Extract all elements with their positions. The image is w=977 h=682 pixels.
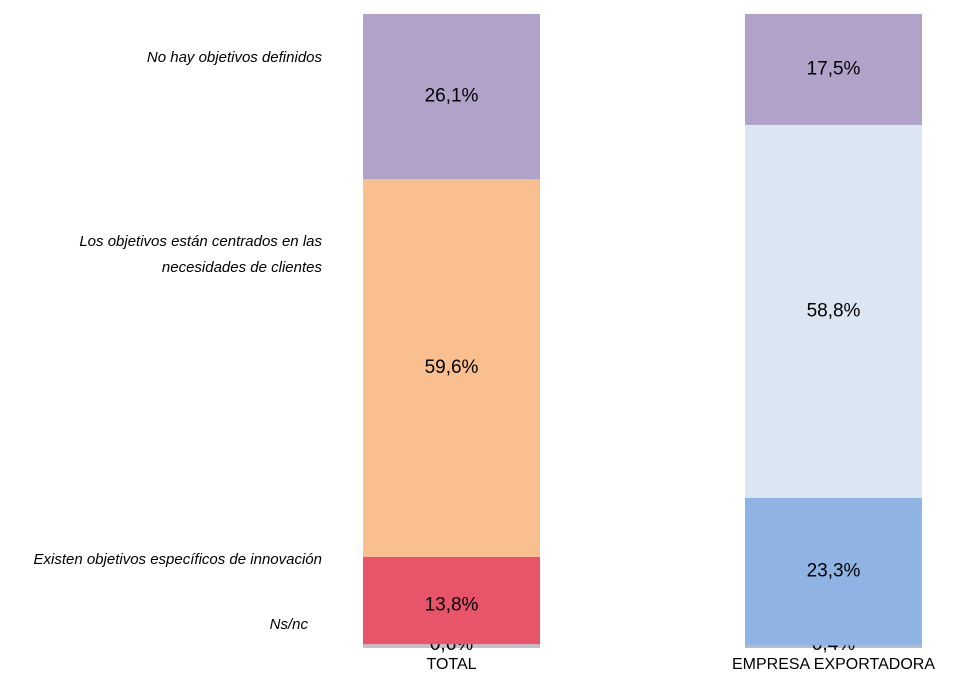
value-label: 13,8% (425, 595, 479, 616)
value-label: 17,5% (807, 58, 861, 79)
series-label: Los objetivos están centrados en las nec… (79, 233, 322, 276)
category-label: EMPRESA EXPORTADORA (732, 656, 935, 673)
bar-segment (745, 124, 922, 498)
bar-segment (363, 179, 540, 557)
category-label: TOTAL (426, 656, 476, 673)
series-label: Existen objetivos específicos de innovac… (33, 551, 322, 568)
bar-segment (363, 556, 540, 645)
series-label: Ns/nc (269, 616, 308, 633)
value-label: 23,3% (807, 561, 861, 582)
value-label: 26,1% (425, 86, 479, 107)
bar-segment (363, 14, 540, 180)
value-label: 58,8% (807, 300, 861, 321)
bar-segment (363, 644, 540, 648)
bar-segment (745, 14, 922, 125)
bar-segment (745, 645, 922, 648)
bar-segment (745, 497, 922, 646)
value-label: 59,6% (425, 357, 479, 378)
series-label: No hay objetivos definidos (146, 49, 322, 66)
